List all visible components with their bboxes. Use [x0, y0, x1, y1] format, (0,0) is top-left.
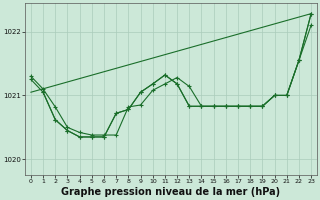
X-axis label: Graphe pression niveau de la mer (hPa): Graphe pression niveau de la mer (hPa) — [61, 187, 281, 197]
